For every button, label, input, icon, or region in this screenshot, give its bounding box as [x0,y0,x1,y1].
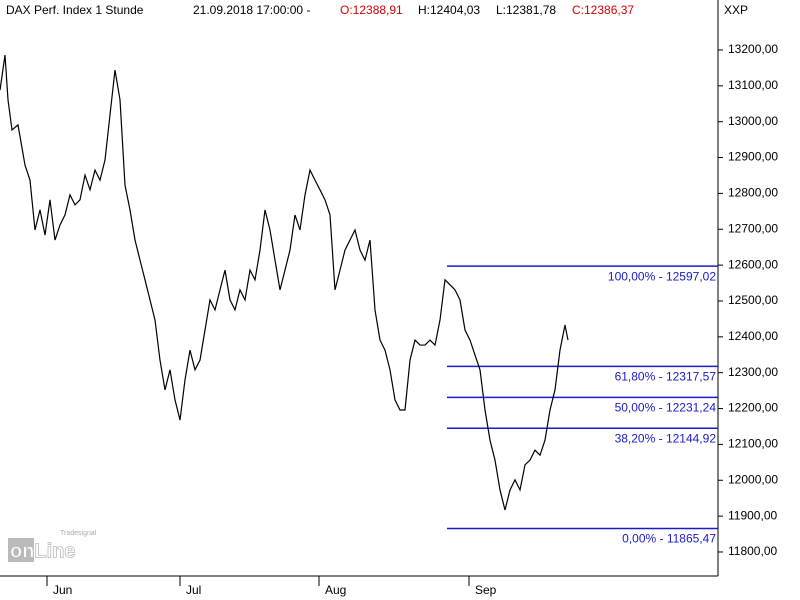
price-line [0,54,569,511]
logo-small: Tradesignal [60,530,97,537]
logo-text: onLine [10,540,76,562]
x-tick-label: Aug [325,583,346,597]
fib-label: 61,80% - 12317,57 [615,370,717,384]
fib-label: 0,00% - 11865,47 [622,532,716,546]
chart-title: DAX Perf. Index 1 Stunde [6,3,144,17]
fib-label: 100,00% - 12597,02 [608,269,716,283]
ohlc-open: O:12388,91 [340,3,403,17]
y-tick-label: 12600,00 [728,257,778,271]
y-tick-label: 11900,00 [728,508,777,522]
y-tick-label: 13200,00 [728,42,778,56]
y-tick-label: 12300,00 [728,365,778,379]
y-tick-label: 13100,00 [728,78,778,92]
y-tick-label: 12100,00 [728,437,778,451]
y-tick-label: 13000,00 [728,114,778,128]
symbol: XXP [724,3,748,17]
logo-box [8,538,34,562]
fib-label: 38,20% - 12144,92 [615,431,717,445]
y-tick-label: 11800,00 [728,544,777,558]
ohlc-high: H:12404,03 [418,3,480,17]
x-tick-label: Jul [186,583,201,597]
ohlc-low: L:12381,78 [496,3,556,17]
y-tick-label: 12800,00 [728,186,778,200]
fib-label: 50,00% - 12231,24 [615,401,717,415]
x-tick-label: Sep [475,583,497,597]
y-tick-label: 12700,00 [728,221,778,235]
y-tick-label: 12500,00 [728,293,778,307]
y-tick-label: 12400,00 [728,329,778,343]
x-tick-label: Jun [53,583,72,597]
y-tick-label: 12000,00 [728,472,778,486]
y-tick-label: 12200,00 [728,401,778,415]
timestamp: 21.09.2018 17:00:00 - [193,3,310,17]
y-tick-label: 12900,00 [728,150,778,164]
ohlc-close: C:12386,37 [572,3,634,17]
